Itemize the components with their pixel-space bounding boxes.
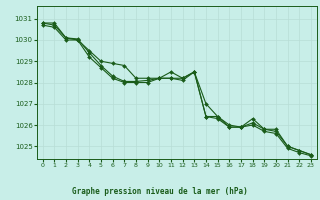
Text: Graphe pression niveau de la mer (hPa): Graphe pression niveau de la mer (hPa) — [72, 187, 248, 196]
